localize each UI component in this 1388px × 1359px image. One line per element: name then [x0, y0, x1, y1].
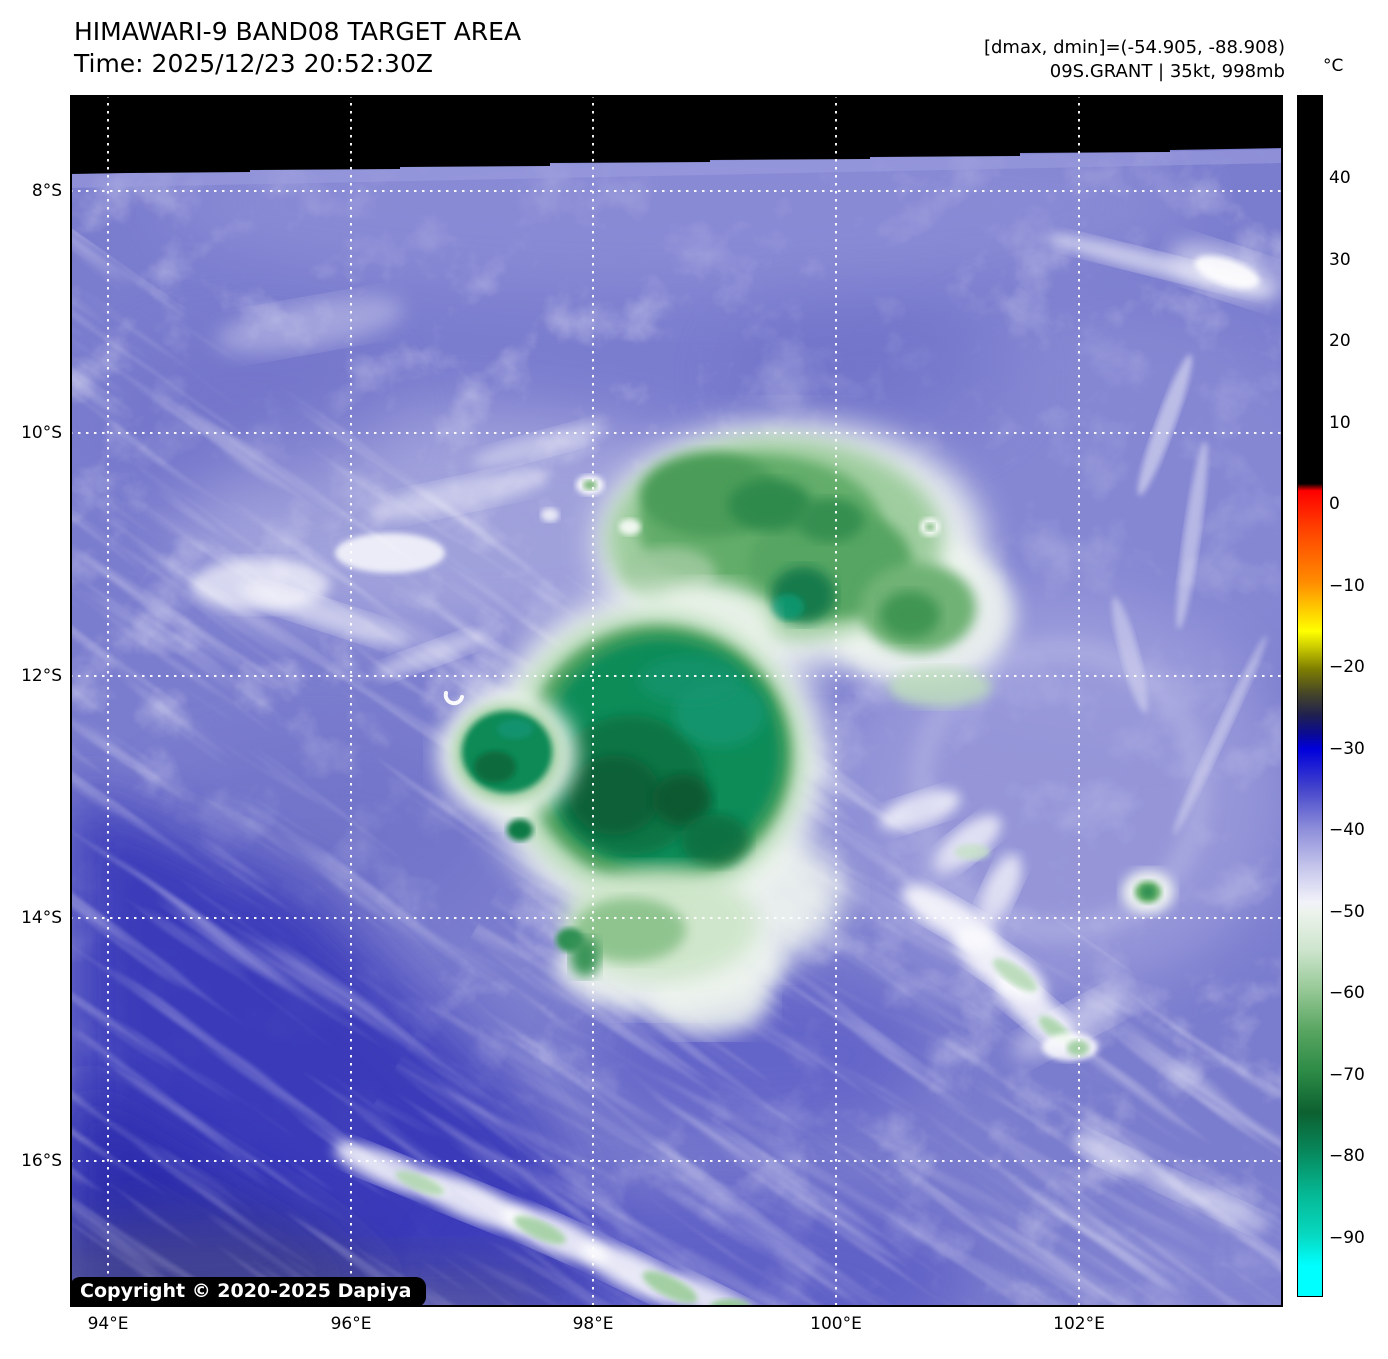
lon-tick-98e: 98°E: [572, 1314, 614, 1334]
dmax-dmin-readout: [dmax, dmin]=(-54.905, -88.908): [983, 37, 1285, 58]
satellite-map: Copyright © 2020-2025 Dapiya: [70, 95, 1283, 1307]
colorbar-tick: −60: [1329, 983, 1365, 1003]
copyright-badge: Copyright © 2020-2025 Dapiya: [70, 1277, 427, 1307]
timestamp: Time: 2025/12/23 20:52:30Z: [74, 49, 433, 78]
colorbar-tick: 30: [1329, 250, 1351, 270]
colorbar-tick: −40: [1329, 820, 1365, 840]
colorbar-unit-label: °C: [1323, 56, 1344, 76]
colorbar-tick: 40: [1329, 168, 1351, 188]
page-title: HIMAWARI-9 BAND08 TARGET AREA: [74, 17, 522, 46]
lon-tick-100e: 100°E: [810, 1314, 862, 1334]
lon-tick-102e: 102°E: [1053, 1314, 1105, 1334]
colorbar: [1297, 95, 1323, 1297]
header: HIMAWARI-9 BAND08 TARGET AREA Time: 2025…: [74, 16, 521, 80]
colorbar-tick: −30: [1329, 739, 1365, 759]
colorbar-tick: −50: [1329, 902, 1365, 922]
lon-tick-94e: 94°E: [87, 1314, 129, 1334]
storm-info: 09S.GRANT | 35kt, 998mb: [1049, 61, 1285, 82]
colorbar-tick: −70: [1329, 1065, 1365, 1085]
colorbar-tick: 20: [1329, 331, 1351, 351]
colorbar-tick: −80: [1329, 1146, 1365, 1166]
satellite-image: [70, 95, 1283, 1307]
lat-tick-8s: 8°S: [31, 181, 62, 201]
lat-tick-16s: 16°S: [21, 1151, 62, 1171]
colorbar-tick: −20: [1329, 657, 1365, 677]
annotation-block: [dmax, dmin]=(-54.905, -88.908) 09S.GRAN…: [984, 36, 1285, 84]
lat-tick-10s: 10°S: [21, 423, 62, 443]
lat-tick-12s: 12°S: [21, 666, 62, 686]
lat-tick-14s: 14°S: [21, 908, 62, 928]
colorbar-tick: −90: [1329, 1228, 1365, 1248]
lon-tick-96e: 96°E: [330, 1314, 372, 1334]
graticule: [70, 95, 1283, 1307]
colorbar-tick: −10: [1329, 576, 1365, 596]
colorbar-tick: 10: [1329, 413, 1351, 433]
colorbar-tick: 0: [1329, 494, 1340, 514]
